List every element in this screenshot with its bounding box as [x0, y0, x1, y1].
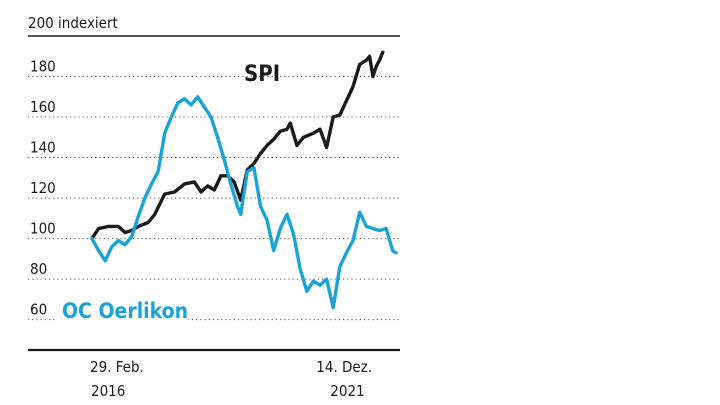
y-tick-label: 80	[30, 260, 47, 278]
series-line-oc-oerlikon	[90, 95, 398, 310]
series-lines	[90, 50, 398, 310]
x-axis-labels: 29. Feb. 2016 14. Dez. 2021	[90, 358, 372, 400]
y-tick-label: 160	[30, 98, 56, 116]
y-tick-label: 120	[30, 179, 56, 197]
y-tick-label: 140	[30, 139, 56, 157]
y-tick-label: 100	[30, 220, 56, 238]
y-tick-labels: 60 80 100 120 140 160 180	[30, 58, 56, 319]
series-label-oc-oerlikon: OC Oerlikon	[62, 299, 188, 323]
y-tick-label: 60	[30, 301, 47, 319]
y-tick-label: 180	[30, 58, 56, 76]
x-label-date: 14. Dez.	[316, 358, 372, 376]
x-label-date: 29. Feb.	[90, 358, 144, 376]
oc-label-background	[56, 293, 188, 327]
y-axis-unit-label: 200 indexiert	[28, 14, 118, 32]
series-line-spi	[90, 50, 385, 241]
gridlines	[28, 76, 400, 321]
x-label-year: 2021	[330, 382, 364, 400]
x-label-year: 2016	[91, 382, 125, 400]
series-label-spi: SPI	[244, 62, 280, 87]
